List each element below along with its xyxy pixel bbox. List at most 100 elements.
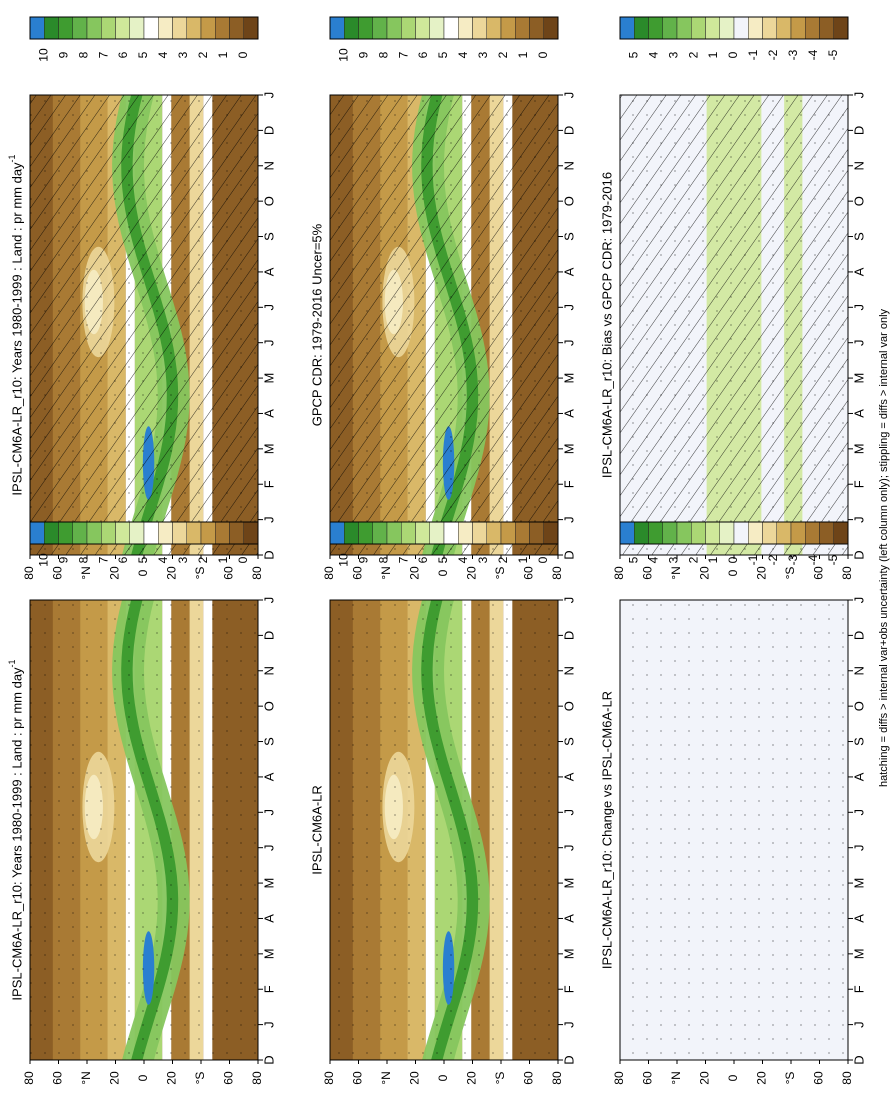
x-tick-label: D	[261, 1055, 276, 1064]
colorbar-swatch	[344, 16, 359, 40]
y-tick-label: °N	[79, 1071, 93, 1084]
colorbar-swatch	[819, 16, 834, 40]
colorbar-swatch	[386, 16, 402, 40]
y-tick-label: °S	[493, 567, 507, 580]
x-tick-label: M	[851, 948, 866, 959]
colorbar-swatch	[790, 521, 806, 545]
x-tick-label: A	[561, 772, 576, 781]
colorbar-swatch	[86, 521, 102, 545]
x-tick-label: A	[851, 409, 866, 418]
x-tick-label: J	[261, 844, 276, 851]
x-tick-label: N	[261, 161, 276, 170]
y-tick-label: 80	[550, 1071, 564, 1085]
x-tick-label: J	[851, 516, 866, 523]
colorbar-label: 7	[96, 51, 110, 58]
y-tick-label: 80	[250, 566, 264, 580]
colorbar-label: 7	[396, 51, 410, 58]
colorbar-swatch	[748, 16, 763, 40]
colorbar-swatch	[215, 521, 230, 545]
colorbar-swatch	[29, 521, 45, 545]
x-tick-label: J	[851, 809, 866, 816]
x-tick-label: D	[261, 631, 276, 640]
colorbar-swatch	[172, 16, 187, 40]
x-tick-label: J	[851, 844, 866, 851]
colorbar-label: 4	[456, 556, 470, 563]
colorbar-label: 3	[176, 556, 190, 563]
colorbar-label: -1	[746, 49, 760, 60]
colorbar-swatch	[72, 521, 88, 545]
y-tick-label: 20	[465, 1071, 479, 1085]
colorbar-label: 6	[416, 556, 430, 563]
y-tick-label: 80	[250, 1071, 264, 1085]
colorbar-label: 9	[56, 51, 70, 58]
colorbar-swatch	[691, 521, 706, 545]
colorbar-label: -2	[766, 49, 780, 60]
colorbar-label: -4	[806, 49, 820, 60]
y-tick-label: 60	[812, 566, 826, 580]
colorbar-label: 2	[196, 556, 210, 563]
colorbar-label: -4	[806, 554, 820, 565]
title-superscript: -1	[7, 154, 17, 162]
colorbar-label: 7	[396, 556, 410, 563]
y-tick-label: 60	[351, 566, 365, 580]
x-tick-label: N	[561, 666, 576, 675]
colorbar-label: 8	[76, 51, 90, 58]
colorbar-swatch	[662, 16, 678, 40]
colorbar-swatch	[662, 521, 678, 545]
colorbar-label: 1	[516, 51, 530, 58]
colorbar-frame	[619, 521, 849, 545]
colorbar-swatch	[833, 521, 849, 545]
colorbar-swatch	[415, 16, 430, 40]
footer-note: hatching = diffs > internal var+obs unce…	[878, 308, 890, 787]
y-tick-label: 60	[812, 1071, 826, 1085]
y-tick-label: °N	[669, 1071, 683, 1084]
colorbar-swatch	[229, 521, 244, 545]
colorbar-swatch	[200, 521, 216, 545]
colorbar-swatch	[719, 521, 735, 545]
x-tick-label: D	[851, 550, 866, 559]
colorbar-label: 8	[76, 556, 90, 563]
x-tick-label: A	[561, 267, 576, 276]
colorbar-label: 1	[216, 556, 230, 563]
y-tick-label: 0	[136, 1074, 150, 1081]
stippling	[330, 95, 558, 555]
x-tick-label: M	[851, 443, 866, 454]
x-tick-label: A	[261, 772, 276, 781]
x-tick-label: J	[561, 516, 576, 523]
colorbar-swatch	[458, 16, 473, 40]
x-tick-label: M	[851, 373, 866, 384]
colorbar-swatch	[676, 521, 692, 545]
x-tick-label: J	[261, 339, 276, 346]
colorbar-label: 5	[626, 556, 640, 563]
y-tick-label: 60	[641, 1071, 655, 1085]
x-tick-label: M	[561, 948, 576, 959]
y-tick-label: °N	[79, 566, 93, 579]
colorbar-swatch	[243, 521, 259, 545]
title-superscript: -1	[7, 659, 17, 667]
colorbar-frame	[29, 16, 259, 40]
colorbar-label: 3	[476, 556, 490, 563]
colorbar-label: 10	[36, 553, 50, 567]
x-tick-label: M	[261, 373, 276, 384]
x-tick-label: J	[261, 304, 276, 311]
colorbar-swatch	[472, 16, 487, 40]
colorbar-swatch	[500, 16, 516, 40]
colorbar-swatch	[486, 521, 502, 545]
colorbar-swatch	[543, 521, 559, 545]
y-tick-label: °S	[783, 567, 797, 580]
x-tick-label: N	[261, 666, 276, 675]
x-tick-label: O	[561, 196, 576, 206]
x-tick-label: J	[261, 809, 276, 816]
y-tick-label: °S	[193, 1072, 207, 1085]
colorbar-swatch	[329, 521, 345, 545]
x-tick-label: D	[851, 631, 866, 640]
x-tick-label: J	[561, 844, 576, 851]
colorbar-swatch	[634, 16, 649, 40]
y-tick-label: °S	[193, 567, 207, 580]
colorbar-label: 0	[536, 556, 550, 563]
colorbar-label: 10	[36, 48, 50, 62]
x-tick-label: J	[261, 516, 276, 523]
